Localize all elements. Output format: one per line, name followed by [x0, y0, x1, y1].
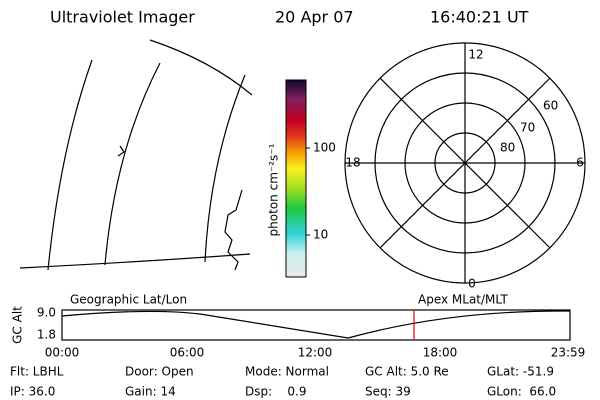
x-tick-label: 00:00	[45, 346, 80, 360]
status-field: GLat: -51.9	[487, 365, 554, 379]
lat-label: 70	[520, 121, 535, 135]
date: 20 Apr 07	[275, 8, 354, 27]
timeline-y-label: GC Alt	[11, 306, 25, 344]
mlt-label: 18	[345, 156, 360, 170]
mlt-label: 0	[468, 277, 476, 291]
status-field: Gain: 14	[125, 385, 176, 399]
x-tick-label: 06:00	[170, 346, 205, 360]
mlt-label: 6	[576, 156, 584, 170]
colorbar	[285, 79, 307, 278]
status-field: Door: Open	[125, 365, 194, 379]
y-tick-label: 1.8	[37, 328, 56, 342]
x-tick-label: 23:59	[551, 346, 586, 360]
colorbar-label: photon cm⁻²s⁻¹	[267, 143, 281, 236]
time: 16:40:21 UT	[430, 8, 529, 27]
x-tick-label: 12:00	[298, 346, 333, 360]
status-field: Dsp: 0.9	[245, 385, 307, 399]
title: Ultraviolet Imager	[50, 8, 195, 27]
status-field: Mode: Normal	[245, 365, 329, 379]
colorbar-tick-label: 10	[313, 228, 328, 242]
altitude-curve	[61, 310, 571, 339]
timeline-frame	[61, 309, 571, 341]
footer: Flt: LBHL Door: Open Mode: Normal GC Alt: 5…	[10, 365, 556, 399]
timeline-right-label: Apex MLat/MLT	[418, 293, 508, 307]
colorbar-tick-label: 100	[313, 141, 336, 155]
mlt-label: 12	[468, 48, 483, 62]
timeline-left-label: Geographic Lat/Lon	[70, 293, 187, 307]
polar-grid	[344, 42, 586, 284]
status-field: IP: 36.0	[10, 385, 55, 399]
status-field: GC Alt: 5.0 Re	[365, 365, 449, 379]
y-tick-label: 9.0	[37, 306, 56, 320]
lat-label: 60	[543, 99, 558, 113]
x-tick-label: 18:00	[423, 346, 458, 360]
lat-label: 80	[500, 141, 515, 155]
status-field: Seq: 39	[365, 385, 411, 399]
status-field: Flt: LBHL	[10, 365, 64, 379]
map	[19, 39, 253, 271]
status-field: GLon: 66.0	[487, 385, 556, 399]
